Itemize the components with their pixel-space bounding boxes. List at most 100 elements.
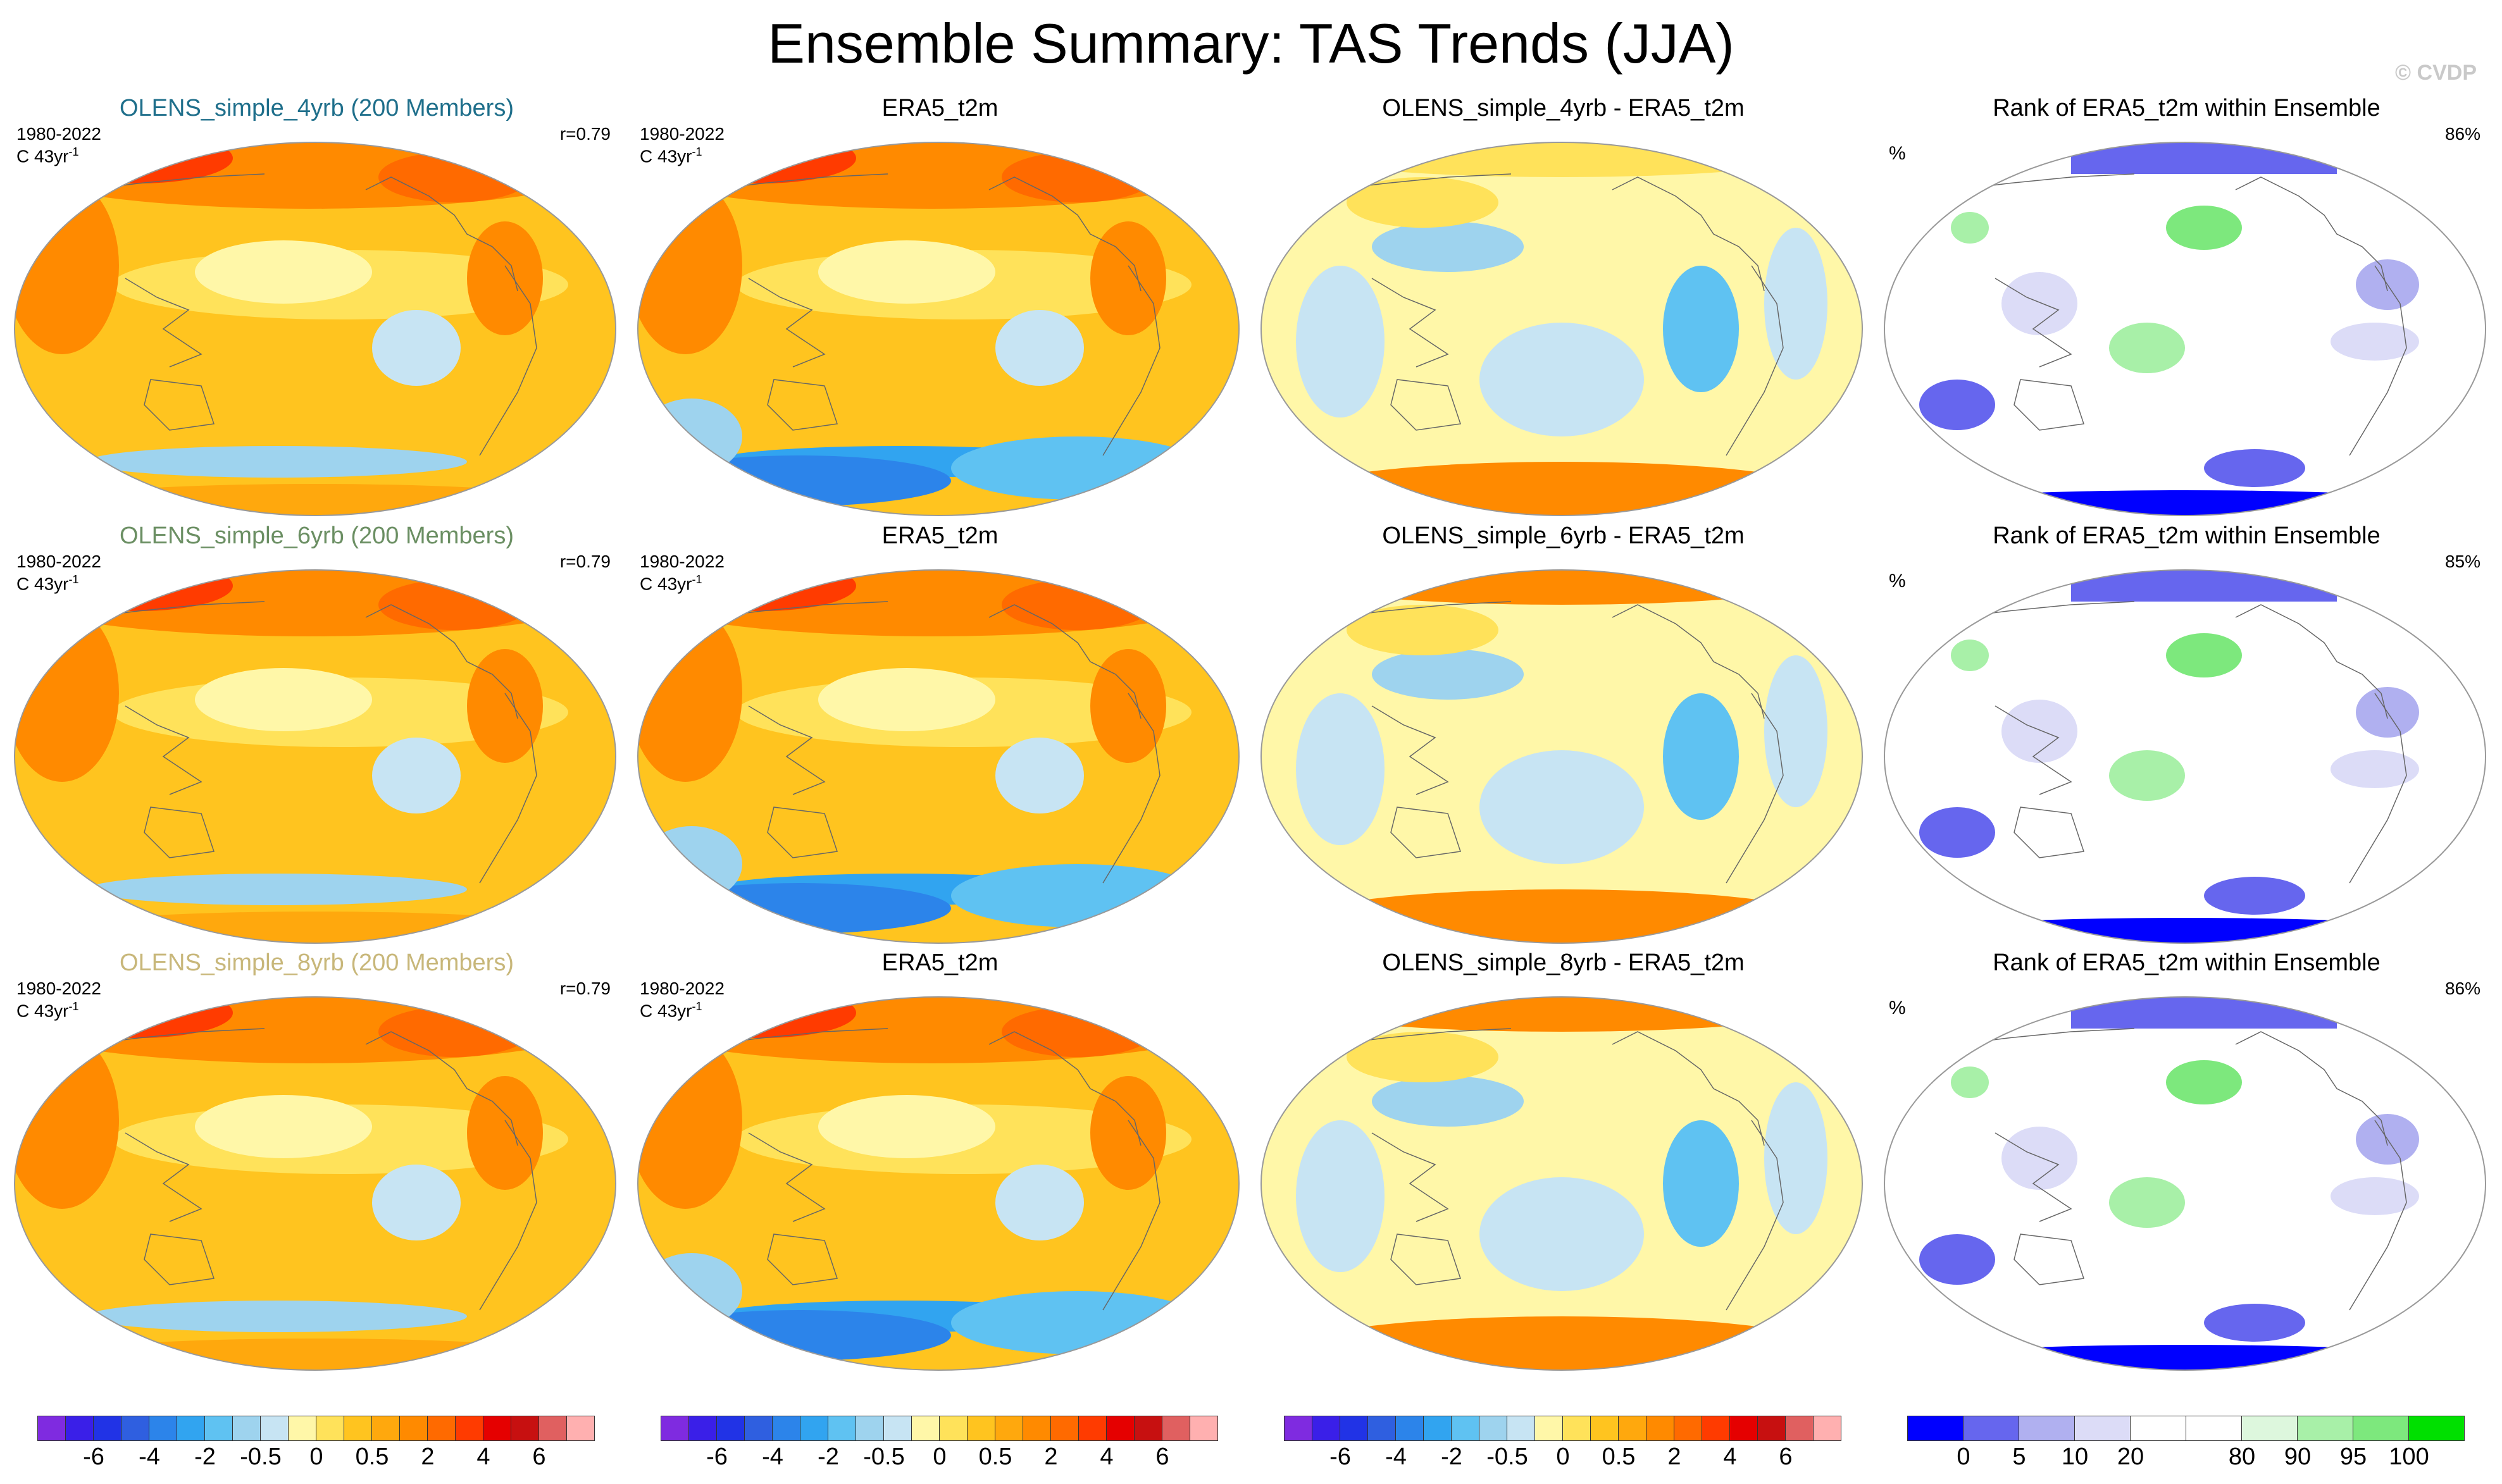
tropical-mean-band: [195, 1095, 372, 1158]
colorbar-swatch: [967, 1416, 995, 1441]
panel-rank-row3: Rank of ERA5_t2m within Ensemble% 86%: [1875, 949, 2498, 1376]
north-pacific-high-rank: [2166, 633, 2242, 677]
colorbar-tick-label: 6: [1155, 1444, 1169, 1470]
units-label: C 43yr-1: [16, 145, 78, 166]
panel-title: OLENS_simple_8yrb - ERA5_t2m: [1382, 949, 1745, 976]
colorbar-tick-label: 0: [1556, 1444, 1570, 1470]
panel-title: Rank of ERA5_t2m within Ensemble: [1993, 95, 2381, 121]
page-title: Ensemble Summary: TAS Trends (JJA): [768, 12, 1734, 75]
colorbar-swatch: [511, 1416, 539, 1441]
colorbar-tick-label: 0: [309, 1444, 323, 1470]
colorbar-ticks: -6 -4 -2 -0.5 0 0.5 2 4 6: [1285, 1444, 1841, 1475]
obs-map: [637, 142, 1240, 516]
panel-ensemble-row3: OLENS_simple_8yrb (200 Members) 1980-2022…: [5, 949, 628, 1376]
south-america-coastline: [479, 1120, 537, 1311]
antarctic-coast: [49, 912, 581, 943]
atlantic-cool: [1764, 655, 1827, 807]
rank-map-field: [1884, 997, 2486, 1370]
colorbar-swatch: [1451, 1416, 1479, 1441]
colorbar-tick-label: -4: [762, 1444, 783, 1470]
maritime-continent-coastline: [1995, 278, 2072, 368]
south-america-coastline: [1102, 1120, 1161, 1311]
colorbar-tick-label: -0.5: [240, 1444, 282, 1470]
colorbar-swatch: [911, 1416, 940, 1441]
colorbar-swatch: [344, 1416, 372, 1441]
south-pacific-high-rank: [2109, 323, 2185, 373]
ensemble-map: [14, 142, 616, 516]
colorbar-swatch: [149, 1416, 177, 1441]
ensemble-map-field: [15, 997, 616, 1370]
south-atlantic-cooling: [951, 864, 1204, 927]
units-exponent: -1: [692, 573, 702, 586]
panel-title: OLENS_simple_8yrb (200 Members): [119, 949, 514, 976]
arctic-low-rank: [2071, 570, 2337, 602]
south-indian-low-rank: [1919, 807, 1995, 858]
panel-obs-row2: ERA5_t2m 1980-2022 C 43yr-1: [628, 522, 1252, 949]
south-america-warming: [1090, 1076, 1166, 1190]
colorbar-swatch: [483, 1416, 511, 1441]
colorbar-swatch: [716, 1416, 745, 1441]
colorbar-tick-label: -2: [1441, 1444, 1462, 1470]
south-america-warming: [467, 221, 543, 335]
south-pacific-high-rank: [2109, 1177, 2185, 1228]
colorbar-swatch: [2019, 1416, 2075, 1441]
colorbar-swatch: [1340, 1416, 1368, 1441]
colorbar-tick-label: 90: [2284, 1444, 2312, 1470]
pattern-correlation: r=0.79: [559, 979, 611, 998]
colorbar-tick-label: 0: [933, 1444, 947, 1470]
americas-coastline: [365, 604, 518, 719]
east-pacific-cool: [995, 1165, 1084, 1240]
southern-ocean-band: [87, 1301, 467, 1332]
colorbar-swatch: [260, 1416, 289, 1441]
map-outline: [14, 142, 616, 516]
colorbar-2: -6 -4 -2 -0.5 0 0.5 2 4 6: [661, 1416, 1218, 1479]
units-text: C 43yr: [640, 146, 692, 166]
colorbar-4: 0 5 10 20 80 90 95 100: [1907, 1416, 2465, 1479]
colorbar-swatch: [939, 1416, 968, 1441]
southern-ocean-low-rank: [2204, 1304, 2305, 1342]
maritime-continent-low-rank: [2001, 700, 2077, 763]
panel-ensemble-row1: OLENS_simple_4yrb (200 Members) 1980-2022…: [5, 95, 628, 522]
colorbar-swatch: [1562, 1416, 1591, 1441]
maritime-continent-coastline: [125, 1132, 202, 1222]
obs-map: [637, 569, 1240, 944]
colorbar-swatch: [1106, 1416, 1135, 1441]
colorbar-swatch: [2353, 1416, 2409, 1441]
panel-ensemble-row2: OLENS_simple_6yrb (200 Members) 1980-2022…: [5, 522, 628, 949]
units-exponent: -1: [68, 1000, 79, 1013]
units-exponent: -1: [68, 573, 79, 586]
map-outline: [14, 996, 616, 1371]
rank-score: 86%: [2444, 979, 2480, 998]
north-america-warming: [1002, 579, 1154, 630]
colorbar-swatch: [204, 1416, 233, 1441]
period-label: 1980-2022: [16, 979, 101, 998]
south-atlantic-low-rank: [2331, 1177, 2419, 1215]
map-outline: [1884, 142, 2486, 516]
americas-coastline: [988, 1031, 1142, 1146]
south-america-coastline: [1726, 693, 1784, 884]
south-america-warming: [1090, 649, 1166, 763]
arctic-low-rank: [2071, 997, 2337, 1029]
colorbar-swatch: [1023, 1416, 1051, 1441]
south-america-warming: [467, 1076, 543, 1190]
australia-coastline: [767, 1234, 838, 1285]
southern-ocean-band: [87, 874, 467, 905]
europe-high-rank: [1951, 212, 1989, 244]
maritime-continent-coastline: [748, 1132, 826, 1222]
obs-map-field: [638, 997, 1239, 1370]
south-pacific-high-rank: [2109, 750, 2185, 801]
south-indian-cool: [641, 399, 742, 474]
colorbar-swatch: [427, 1416, 456, 1441]
tropical-mean-band: [195, 240, 372, 304]
southern-ocean-low-rank: [2204, 877, 2305, 915]
colorbar-swatch: [1813, 1416, 1841, 1441]
colorbar-swatch: [828, 1416, 856, 1441]
eurasia-warm: [1347, 177, 1498, 228]
units-text: C 43yr: [16, 146, 69, 166]
americas-coastline: [1612, 604, 1765, 719]
colorbar-swatch: [1702, 1416, 1730, 1441]
units-exponent: -1: [68, 145, 79, 158]
south-america-coastline: [1102, 693, 1161, 884]
period-label: 1980-2022: [16, 552, 101, 571]
map-outline: [1260, 142, 1863, 516]
